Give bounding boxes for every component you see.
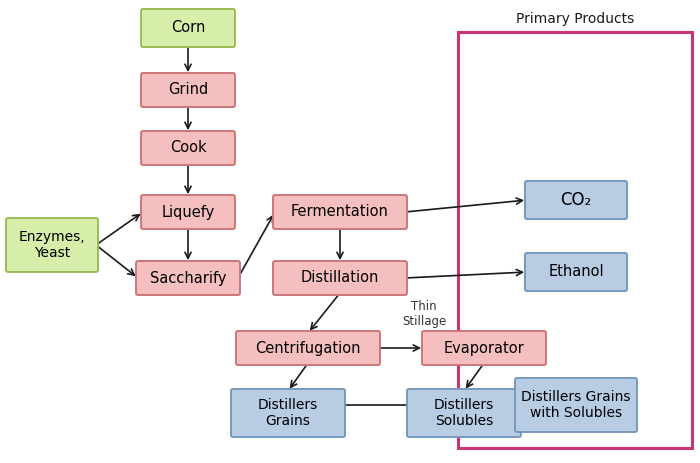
FancyBboxPatch shape (273, 261, 407, 295)
Text: Ethanol: Ethanol (548, 264, 604, 280)
Text: Centrifugation: Centrifugation (256, 340, 360, 356)
FancyBboxPatch shape (141, 195, 235, 229)
FancyBboxPatch shape (407, 389, 521, 437)
Text: Cook: Cook (169, 140, 206, 156)
Text: Saccharify: Saccharify (150, 270, 226, 286)
FancyBboxPatch shape (141, 73, 235, 107)
FancyBboxPatch shape (273, 195, 407, 229)
Text: Thin
Stillage: Thin Stillage (402, 300, 446, 328)
Text: Enzymes,
Yeast: Enzymes, Yeast (19, 230, 85, 260)
FancyBboxPatch shape (136, 261, 240, 295)
Text: CO₂: CO₂ (561, 191, 592, 209)
FancyBboxPatch shape (525, 181, 627, 219)
Text: Distillation: Distillation (301, 270, 379, 286)
FancyBboxPatch shape (236, 331, 380, 365)
FancyBboxPatch shape (515, 378, 637, 432)
FancyBboxPatch shape (422, 331, 546, 365)
FancyBboxPatch shape (6, 218, 98, 272)
Text: Fermentation: Fermentation (291, 205, 389, 219)
Text: Primary Products: Primary Products (516, 12, 634, 26)
Text: Distillers Grains
with Solubles: Distillers Grains with Solubles (522, 390, 631, 420)
Text: Corn: Corn (171, 20, 205, 36)
Text: Distillers
Grains: Distillers Grains (258, 398, 318, 428)
FancyBboxPatch shape (141, 9, 235, 47)
Text: Grind: Grind (168, 82, 208, 98)
Text: Distillers
Solubles: Distillers Solubles (434, 398, 494, 428)
Text: Evaporator: Evaporator (444, 340, 524, 356)
FancyBboxPatch shape (525, 253, 627, 291)
FancyBboxPatch shape (141, 131, 235, 165)
FancyBboxPatch shape (231, 389, 345, 437)
Text: Liquefy: Liquefy (162, 205, 215, 219)
